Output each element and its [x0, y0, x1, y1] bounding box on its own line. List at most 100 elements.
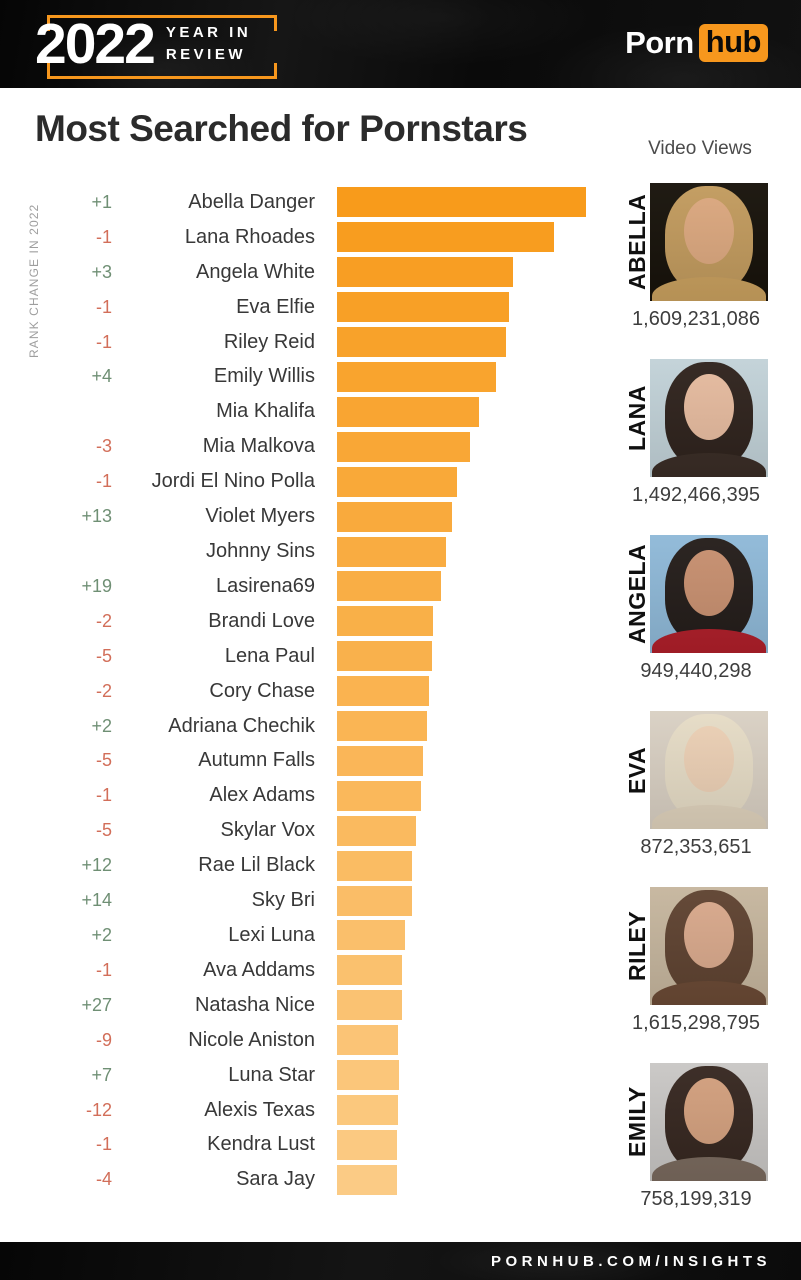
portrait-shoulders	[652, 629, 766, 653]
pornstar-name: Mia Malkova	[202, 435, 315, 458]
pornstar-name: Lena Paul	[224, 644, 315, 667]
search-volume-bar	[337, 1164, 397, 1195]
video-views-card: ANGELA 949,440,298	[624, 535, 774, 683]
frame-corner-icon	[47, 63, 50, 76]
search-volume-bar	[337, 466, 457, 497]
tagline-line1: YEAR IN	[165, 23, 252, 41]
pornstar-name: Alexis Texas	[204, 1098, 315, 1121]
search-volume-bar	[337, 711, 427, 742]
portrait-shoulders	[652, 981, 766, 1005]
chart-row: +2 Lexi Luna	[0, 918, 615, 953]
search-volume-bar	[337, 327, 506, 358]
lockup-frame	[47, 15, 277, 79]
rank-change-value: -12	[85, 1099, 112, 1120]
portrait-shading	[650, 359, 768, 477]
chart-row: +27 Natasha Nice	[0, 988, 615, 1023]
chart-row: -1 Jordi El Nino Polla	[0, 464, 615, 499]
rank-change-value: +2	[91, 924, 112, 945]
pornstar-name: Ava Addams	[203, 958, 315, 981]
pornstar-first-name-label: ABELLA	[624, 193, 650, 291]
chart-row: +1 Abella Danger	[0, 185, 615, 220]
rank-change-value: -1	[95, 296, 112, 317]
pornstar-first-name-label: ANGELA	[624, 543, 650, 645]
rank-change-value: -1	[95, 785, 112, 806]
search-volume-bar	[337, 396, 479, 427]
pornstar-portrait	[650, 535, 768, 653]
portrait-face	[684, 374, 734, 440]
tagline-text: YEAR IN REVIEW	[166, 22, 251, 67]
chart-row: -12 Alexis Texas	[0, 1093, 615, 1128]
year-in-review-lockup: 2022 YEAR IN REVIEW	[35, 11, 277, 79]
search-volume-bar	[337, 745, 423, 776]
chart-row: -2 Brandi Love	[0, 604, 615, 639]
pornstar-first-name-label: EMILY	[624, 1086, 650, 1158]
pornstar-name: Skylar Vox	[220, 819, 315, 842]
chart-row: +7 Luna Star	[0, 1058, 615, 1093]
pornstar-name: Adriana Chechik	[168, 714, 315, 737]
rank-change-value: +4	[91, 366, 112, 387]
portrait-shading	[650, 887, 768, 1005]
pornstar-name: Autumn Falls	[198, 749, 315, 772]
search-volume-bar	[337, 571, 441, 602]
bar-chart: +1 Abella Danger -1 Lana Rhoades +3 Ange…	[0, 185, 615, 1197]
pornstar-name: Sara Jay	[236, 1168, 315, 1191]
rank-change-value: -4	[95, 1169, 112, 1190]
portrait-shoulders	[652, 453, 766, 477]
portrait-shoulders	[652, 1157, 766, 1181]
chart-row: -1 Riley Reid	[0, 325, 615, 360]
search-volume-bar	[337, 885, 412, 916]
rank-change-value: -1	[95, 471, 112, 492]
search-volume-bar	[337, 920, 405, 951]
search-volume-bar	[337, 1060, 399, 1091]
video-views-count: 758,199,319	[640, 1188, 752, 1210]
portrait-face	[684, 902, 734, 968]
chart-row: +13 Violet Myers	[0, 499, 615, 534]
frame-corner-icon	[47, 18, 50, 31]
pornstar-first-name-label: LANA	[624, 385, 650, 451]
logo-porn-text: Porn	[625, 25, 694, 60]
chart-row: -2 Cory Chase	[0, 674, 615, 709]
rank-change-value: +19	[81, 575, 112, 596]
video-views-heading: Video Views	[648, 138, 752, 159]
pornstar-name: Brandi Love	[208, 609, 315, 632]
video-views-card: EVA 872,353,651	[624, 711, 774, 859]
chart-row: -1 Kendra Lust	[0, 1127, 615, 1162]
chart-row: -1 Ava Addams	[0, 953, 615, 988]
search-volume-bar	[337, 292, 509, 323]
search-volume-bar	[337, 676, 429, 707]
search-volume-bar	[337, 536, 446, 567]
portrait-shading	[650, 183, 768, 301]
rank-change-value: -5	[95, 820, 112, 841]
portrait-shading	[650, 711, 768, 829]
rank-change-value: -3	[95, 436, 112, 457]
portrait-face	[684, 198, 734, 264]
pornstar-name: Abella Danger	[188, 190, 315, 213]
logo-hub-badge: hub	[698, 24, 768, 62]
tagline-line2: REVIEW	[165, 46, 246, 63]
rank-change-value: +2	[91, 715, 112, 736]
rank-change-value: -9	[95, 1029, 112, 1050]
search-volume-bar	[337, 1129, 397, 1160]
year-text: 2022	[35, 11, 156, 76]
pornstar-portrait	[650, 359, 768, 477]
chart-row: +4 Emily Willis	[0, 360, 615, 395]
pornstar-name: Lana Rhoades	[184, 225, 315, 248]
pornstar-name: Sky Bri	[251, 889, 315, 912]
chart-row: -1 Alex Adams	[0, 778, 615, 813]
footer-bar: PORNHUB.COM/INSIGHTS	[0, 1242, 801, 1280]
header-bar: 2022 YEAR IN REVIEW Porn hub	[0, 0, 801, 88]
rank-change-value: -1	[95, 959, 112, 980]
video-views-count: 1,609,231,086	[632, 308, 760, 330]
portrait-shading	[650, 1063, 768, 1181]
chart-row: +12 Rae Lil Black	[0, 848, 615, 883]
chart-row: -5 Skylar Vox	[0, 813, 615, 848]
pornstar-portrait	[650, 887, 768, 1005]
video-views-count: 872,353,651	[640, 836, 752, 858]
rank-change-value: +14	[81, 890, 112, 911]
chart-row: -3 Mia Malkova	[0, 429, 615, 464]
pornstar-name: Angela White	[196, 260, 315, 283]
frame-corner-icon	[274, 63, 277, 76]
pornstar-first-name-label: RILEY	[624, 910, 650, 982]
pornstar-name: Kendra Lust	[207, 1133, 315, 1156]
search-volume-bar	[337, 606, 433, 637]
